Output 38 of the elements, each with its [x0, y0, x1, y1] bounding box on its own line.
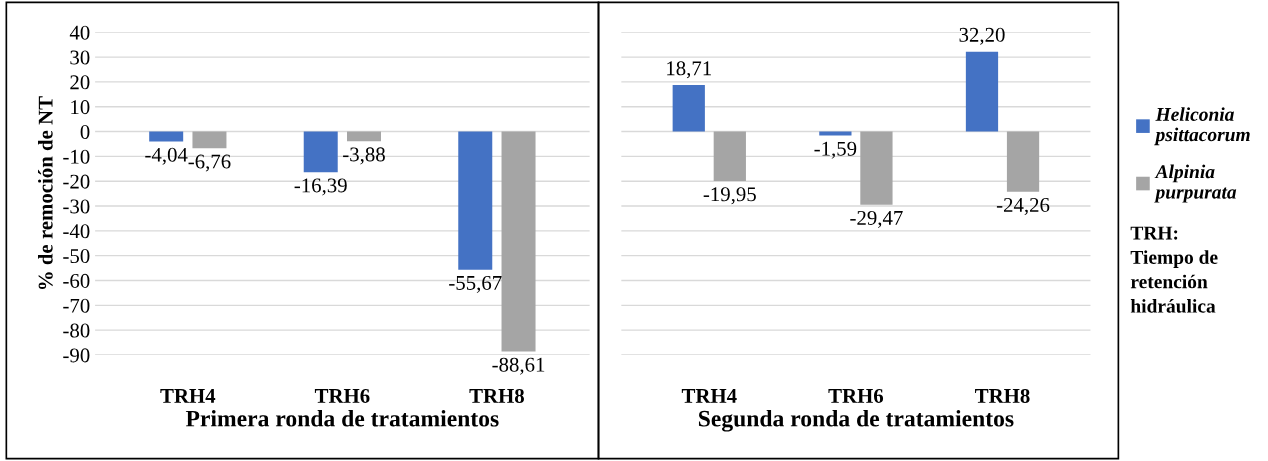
data-label: -24,26	[996, 198, 1050, 215]
y-axis-title: % de remoción de NT	[38, 96, 53, 290]
data-label: -29,47	[850, 210, 903, 228]
data-label: -6,76	[188, 154, 231, 172]
y-tick-label: 20	[70, 75, 90, 90]
y-tick-label: 30	[70, 50, 90, 65]
x-tick-label: TRH6	[828, 388, 884, 403]
data-label: -1,59	[814, 141, 857, 159]
data-label: 18,71	[667, 61, 711, 79]
data-label: -88,61	[492, 357, 545, 375]
data-label: 32,20	[959, 27, 1005, 45]
y-tick-label: -30	[63, 199, 90, 214]
x-tick-label: TRH4	[681, 389, 737, 403]
data-label: -3,88	[343, 147, 385, 165]
text: TRH: Tiempo de retención hidráulica	[1130, 226, 1218, 313]
y-tick-label: -90	[63, 348, 90, 363]
data-label: -16,39	[294, 178, 347, 196]
x-axis-title: Segunda ronda de tratamientos	[698, 409, 1014, 432]
y-tick-label: -40	[63, 224, 90, 239]
x-axis-title: Primera ronda de tratamientos	[185, 409, 499, 427]
y-tick-label: -50	[63, 249, 90, 264]
y-tick-label: -70	[63, 298, 90, 313]
x-tick-label: TRH6	[314, 388, 370, 403]
x-tick-label: TRH8	[469, 388, 524, 403]
legend-label: Alpinia purpurata	[1154, 164, 1237, 203]
y-tick-label: 0	[80, 124, 90, 139]
y-tick-label: -20	[63, 174, 90, 189]
data-label: -55,67	[449, 275, 502, 293]
y-tick-label: -10	[63, 149, 90, 164]
y-tick-label: 40	[69, 25, 90, 40]
legend-label: Heliconia psittacorum	[1154, 107, 1250, 146]
data-label: -4,04	[145, 147, 188, 165]
y-tick-label: -80	[63, 323, 90, 338]
x-tick-label: TRH4	[160, 389, 216, 403]
y-tick-label: -60	[63, 273, 90, 288]
y-tick-label: 10	[71, 100, 90, 115]
data-label: -19,95	[703, 187, 756, 205]
x-tick-label: TRH8	[975, 388, 1030, 403]
